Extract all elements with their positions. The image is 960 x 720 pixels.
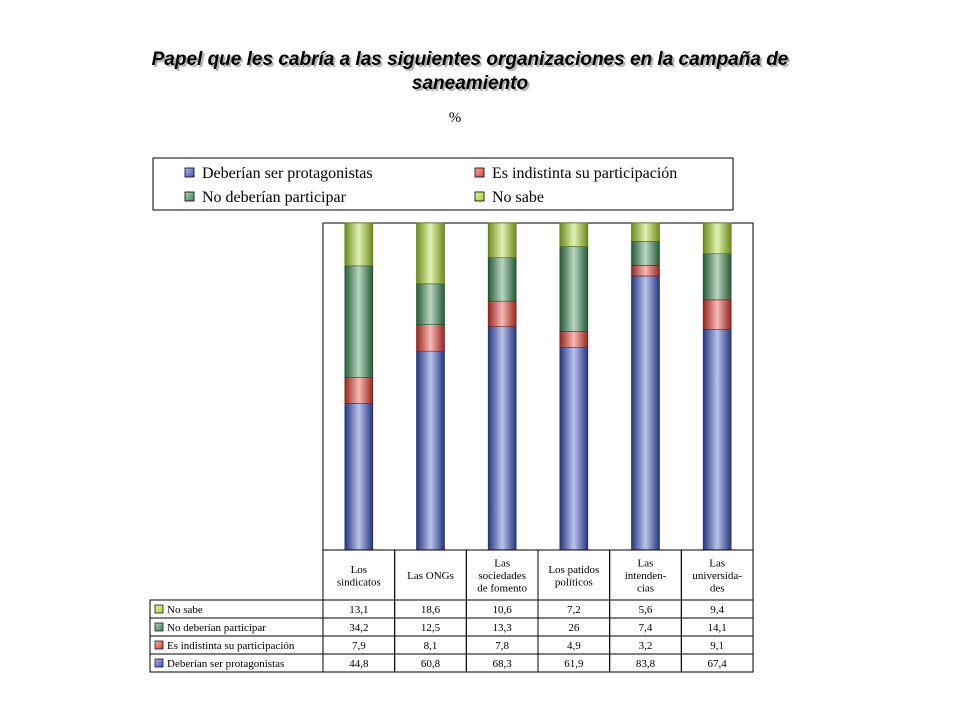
bar-segment: [559, 331, 589, 348]
bar-segment: [344, 403, 374, 551]
bar-segment: [344, 377, 374, 404]
data-label: 3,2: [639, 640, 653, 652]
plot-area: [322, 222, 754, 551]
data-label: 61,9: [564, 658, 584, 670]
bar-segment: [631, 265, 660, 277]
data-label: 44,8: [349, 658, 369, 670]
chart-subtitle: %: [448, 110, 462, 126]
data-label: 5,6: [639, 604, 653, 616]
bar-segment: [344, 265, 374, 378]
bar-segment: [631, 241, 660, 266]
data-label: 67,4: [708, 658, 728, 670]
category-label: Los patidos: [548, 564, 599, 576]
legend-box: [152, 157, 734, 211]
bar-segment: [487, 222, 517, 258]
table-row-label: No sabe: [167, 604, 203, 616]
bar-segment: [702, 253, 732, 301]
legend-label: No sabe: [492, 189, 544, 206]
bar-segment: [344, 222, 374, 267]
legend-swatch: [474, 191, 485, 202]
bar-segment: [702, 299, 732, 330]
bar-segment: [487, 326, 517, 551]
category-label: Las ONGs: [407, 570, 454, 582]
category-label: des: [710, 583, 725, 595]
bar-segment: [416, 324, 445, 352]
bar-segment: [487, 300, 517, 327]
data-label: 7,4: [639, 622, 653, 634]
data-label: 8,1: [424, 640, 438, 652]
bar-segment: [631, 222, 660, 242]
category-label: universida-: [692, 570, 742, 582]
legend-label: Deberían ser protagonistas: [202, 165, 373, 182]
category-label: cias: [637, 583, 654, 595]
bar-segment: [416, 350, 445, 551]
category-label: sindicatos: [337, 576, 381, 588]
category-label: Las: [494, 558, 510, 570]
data-label: 26: [568, 622, 580, 634]
legend-swatch: [184, 167, 195, 178]
table-legend-key: [154, 658, 164, 668]
data-label: 10,6: [493, 604, 513, 616]
table-legend-key: [154, 640, 164, 650]
category-label: de fomento: [477, 583, 527, 595]
data-label: 13,1: [349, 604, 368, 616]
data-label: 18,6: [421, 604, 441, 616]
bar-segment: [559, 246, 589, 332]
table-legend-key: [154, 604, 164, 614]
data-label: 13,3: [493, 622, 513, 634]
data-label: 7,2: [567, 604, 581, 616]
table-value-cell: [680, 653, 754, 673]
legend-swatch: [184, 191, 195, 202]
data-label: 9,1: [710, 640, 724, 652]
data-label: 14,1: [708, 622, 727, 634]
data-label: 7,8: [495, 640, 509, 652]
bar-segment: [416, 222, 445, 285]
table-row-label: No deberían participar: [167, 622, 266, 634]
category-label: sociedades: [478, 570, 526, 582]
data-label: 9,4: [710, 604, 724, 616]
category-label: políticos: [555, 576, 593, 588]
table-row-label: Es indistinta su participación: [167, 640, 295, 652]
legend-label: Es indistinta su participación: [492, 165, 677, 182]
table-legend-key: [154, 622, 164, 632]
legend-swatch: [474, 167, 485, 178]
category-label: Las: [709, 558, 725, 570]
data-label: 60,8: [421, 658, 441, 670]
bar-segment: [487, 257, 517, 302]
data-label: 12,5: [421, 622, 441, 634]
category-label: Los: [351, 564, 368, 576]
bar-segment: [559, 222, 589, 247]
data-label: 83,8: [636, 658, 656, 670]
data-label: 68,3: [493, 658, 513, 670]
bar-segment: [416, 283, 445, 325]
data-label: 34,2: [349, 622, 368, 634]
legend-label: No deberían participar: [202, 189, 347, 206]
data-label: 7,9: [352, 640, 366, 652]
table-row-label: Deberían ser protagonistas: [167, 658, 284, 670]
category-label: intenden-: [625, 570, 667, 582]
data-label: 4,9: [567, 640, 581, 652]
chart-title: Papel que les cabría a las siguientes or…: [151, 49, 789, 94]
bar-segment: [702, 222, 732, 255]
bar-segment: [559, 347, 589, 551]
bar-segment: [631, 275, 660, 551]
category-label: Las: [638, 558, 654, 570]
bar-segment: [702, 329, 732, 551]
